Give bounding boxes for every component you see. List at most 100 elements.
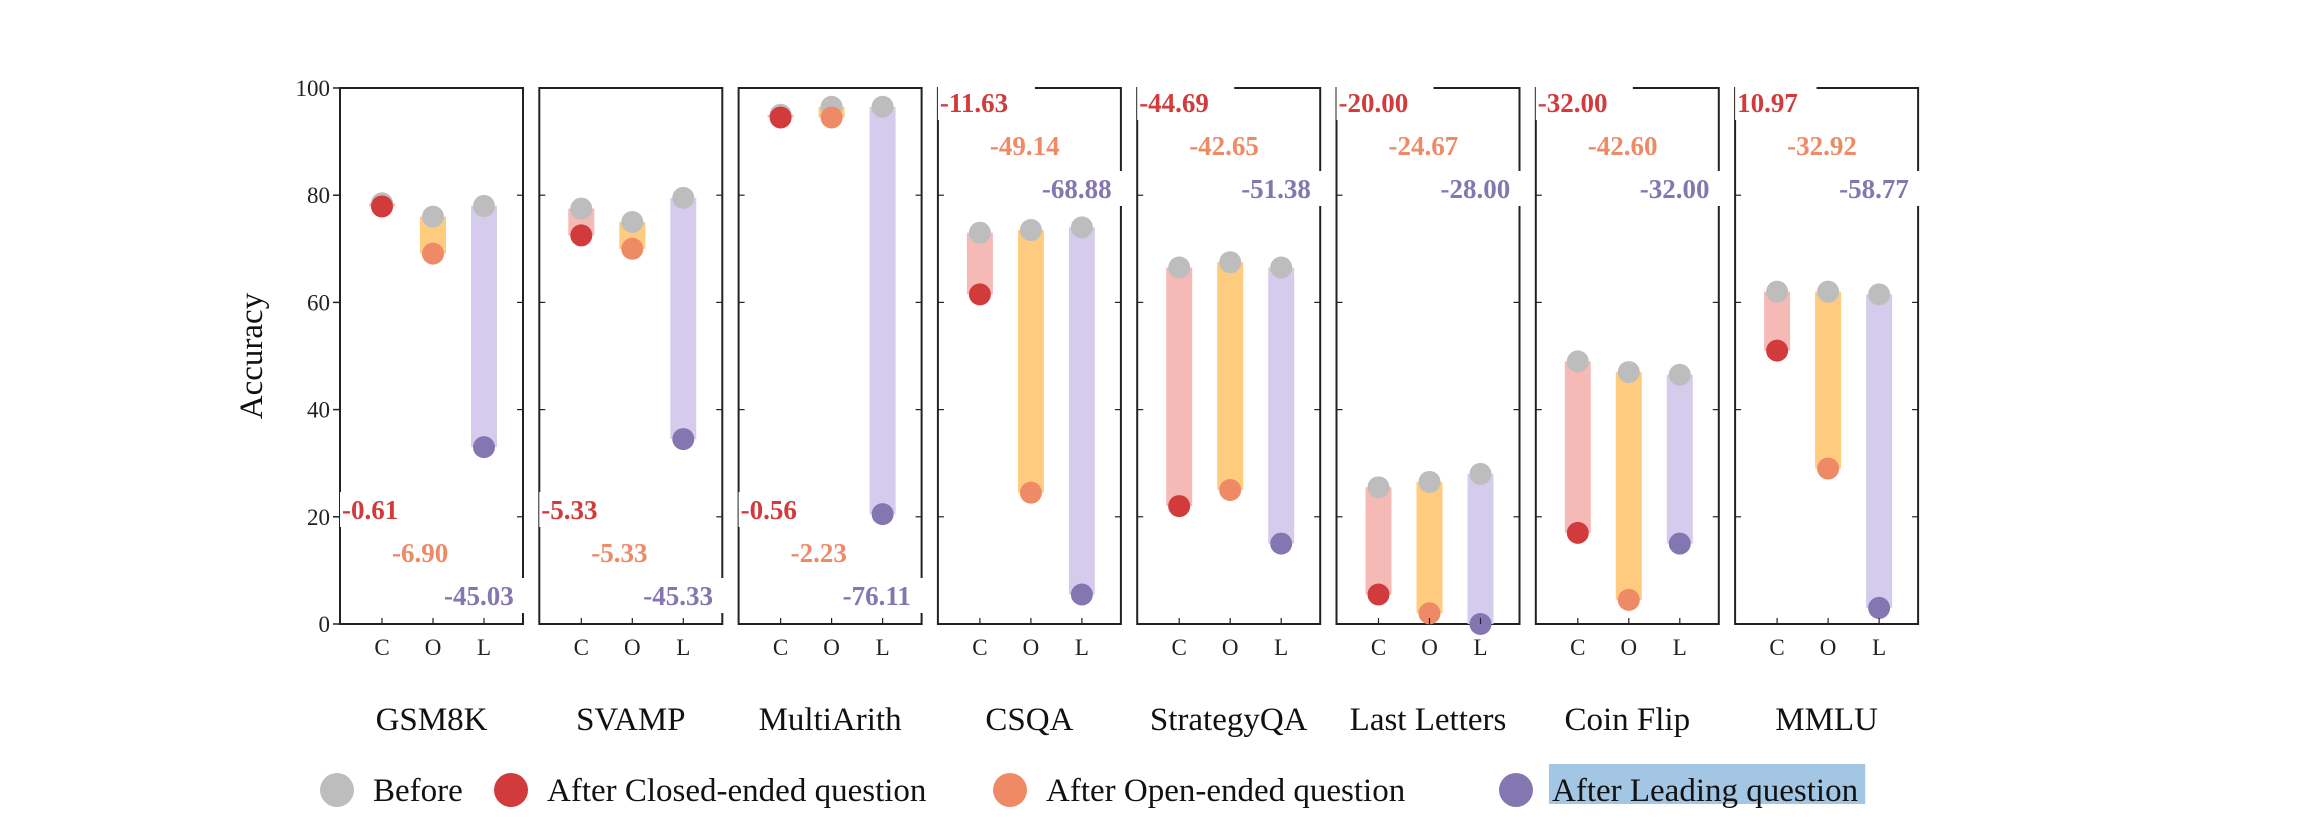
x-tick-label: L [1075, 635, 1089, 660]
delta-label-bg [1735, 85, 1817, 120]
x-tick-label: L [676, 635, 690, 660]
x-tick-label: C [1769, 635, 1784, 660]
point-after-C [1367, 583, 1390, 606]
x-tick-label: C [773, 635, 788, 660]
panel-gsm8k: C O L -0.61 -6.90 -45.03 GSM8K [339, 87, 539, 738]
delta-label-bg [840, 578, 938, 613]
point-before-O [1219, 251, 1242, 274]
legend-highlight [1549, 764, 1866, 804]
point-before-L [1070, 216, 1093, 239]
range-bar-C [1365, 487, 1392, 595]
range-bar-L [471, 205, 497, 448]
delta-label-O: -6.90 [392, 538, 448, 568]
point-before-O [422, 205, 444, 228]
x-tick-label: C [374, 635, 389, 660]
delta-label-bg [1039, 171, 1137, 206]
range-bar-L [1068, 227, 1095, 595]
delta-label-bg [390, 535, 472, 570]
legend-marker-before [320, 773, 354, 807]
point-before-C [1566, 350, 1589, 373]
range-bar-O [1017, 230, 1044, 493]
x-tick-label: L [1473, 635, 1487, 660]
range-bar-O [1815, 291, 1842, 469]
x-tick-label: L [1274, 635, 1288, 660]
delta-label-O: -2.23 [791, 538, 847, 568]
point-before-C [1168, 256, 1191, 279]
legend-label-before: Before [373, 773, 463, 809]
panel-frame [1734, 87, 1920, 625]
point-after-O [1019, 481, 1042, 504]
x-tick-label: C [972, 635, 987, 660]
point-before-C [1367, 476, 1390, 499]
delta-label-L: -68.88 [1042, 174, 1112, 204]
x-tick-label: O [1222, 635, 1239, 660]
dataset-name: SVAMP [576, 702, 685, 738]
legend-marker-open [993, 773, 1027, 807]
panels: C O L -0.61 -6.90 -45.03 GSM8K C O L -5.33 -5.33 -45… [339, 85, 1935, 738]
legend-marker-closed [494, 773, 528, 807]
panel-last-letters: C O L -20.00 -24.67 -28.00 Last Letters [1335, 85, 1536, 738]
panel-frame [737, 87, 923, 625]
point-after-C [1168, 495, 1191, 518]
range-bar-L [1666, 374, 1693, 544]
legend-item-before: Before [320, 773, 463, 809]
panel-multiarith: C O L -0.56 -2.23 -76.11 MultiArith [737, 87, 938, 738]
delta-label-bg [539, 492, 621, 527]
x-tick-label: C [1570, 635, 1585, 660]
y-axis-label: Accuracy [234, 292, 270, 419]
point-after-L [1270, 532, 1293, 555]
point-after-L [1070, 583, 1093, 606]
legend-marker-leading [1499, 773, 1533, 807]
delta-label-C: -11.63 [940, 88, 1008, 118]
delta-label-O: -24.67 [1389, 131, 1459, 161]
x-tick-label: O [823, 635, 840, 660]
panel-strategyqa: C O L -44.69 -42.65 -51.38 StrategyQA [1136, 85, 1337, 738]
x-tick-label: O [1620, 635, 1637, 660]
legend-item-closed: After Closed-ended question [494, 773, 926, 809]
x-tick-label: C [1371, 635, 1386, 660]
delta-label-L: -45.03 [444, 581, 514, 611]
y-tick-label: 20 [307, 505, 330, 530]
delta-label-L: -58.77 [1839, 174, 1909, 204]
delta-label-C: 10.97 [1737, 88, 1798, 118]
delta-label-bg [738, 492, 821, 527]
range-bar-L [1467, 473, 1494, 624]
delta-label-bg [1386, 128, 1484, 163]
dataset-name: MultiArith [759, 702, 903, 738]
delta-label-bg [987, 128, 1085, 163]
point-after-L [871, 503, 894, 526]
legend-item-open: After Open-ended question [993, 773, 1405, 809]
delta-label-bg [1438, 171, 1536, 206]
point-before-C [1766, 280, 1789, 303]
point-before-L [473, 194, 495, 217]
range-bar-C [1564, 361, 1591, 533]
x-tick-label: C [1172, 635, 1187, 660]
delta-label-bg [937, 85, 1035, 120]
point-before-C [570, 197, 593, 220]
range-bar-L [869, 106, 896, 515]
panel-frame [538, 87, 724, 625]
point-after-O [1219, 479, 1242, 501]
delta-label-O: -42.65 [1189, 131, 1259, 161]
legend-item-leading: After Leading question [1499, 764, 1866, 809]
x-tick-label: L [477, 635, 491, 660]
point-before-O [1617, 361, 1640, 384]
delta-label-O: -49.14 [990, 131, 1060, 161]
range-bar-C [1166, 267, 1193, 507]
x-tick-label: O [1421, 635, 1438, 660]
x-tick-label: L [876, 635, 890, 660]
point-before-L [871, 95, 894, 118]
point-before-O [1817, 280, 1840, 303]
point-after-C [1566, 521, 1589, 544]
x-tick-label: O [425, 635, 442, 660]
delta-label-bg [1535, 85, 1633, 120]
delta-label-L: -45.33 [643, 581, 713, 611]
delta-label-bg [1837, 171, 1935, 206]
point-before-C [968, 221, 991, 244]
legend-label-leading: After Leading question [1552, 773, 1858, 809]
y-tick-label: 40 [307, 398, 330, 423]
range-bar-O [1416, 481, 1443, 614]
point-after-L [1668, 532, 1691, 555]
delta-label-bg [1637, 171, 1735, 206]
